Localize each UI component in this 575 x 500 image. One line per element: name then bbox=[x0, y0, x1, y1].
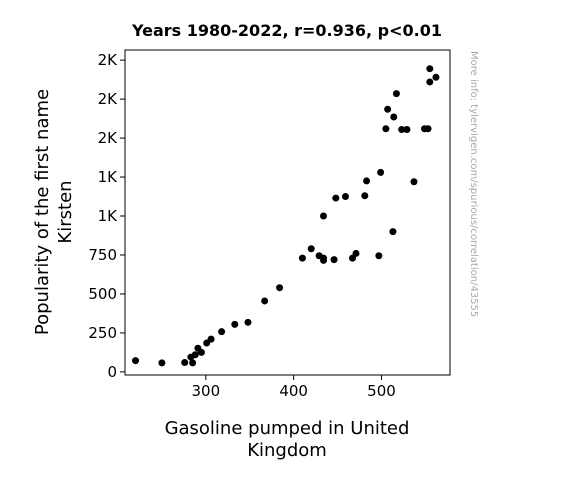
data-point bbox=[197, 348, 205, 356]
source-watermark: More info: tylervigen.com/spurious/corre… bbox=[468, 51, 479, 317]
x-tick-label: 500 bbox=[367, 382, 396, 400]
data-point bbox=[189, 359, 197, 367]
data-point bbox=[132, 357, 140, 365]
data-point bbox=[375, 252, 383, 260]
data-point bbox=[332, 194, 340, 202]
y-tick-label: 2K bbox=[98, 90, 119, 108]
y-axis-ticks: 0 250 500 750 1K 1K 2K 2K 2K bbox=[88, 51, 125, 381]
data-point bbox=[426, 65, 434, 73]
data-point bbox=[218, 328, 226, 336]
data-point bbox=[231, 320, 239, 328]
data-point bbox=[307, 245, 315, 253]
data-point bbox=[390, 113, 398, 121]
data-point bbox=[361, 192, 369, 200]
x-tick-label: 400 bbox=[279, 382, 308, 400]
data-point bbox=[261, 297, 269, 305]
y-axis-label-line-1: Popularity of the first name bbox=[32, 89, 53, 335]
y-tick-label: 500 bbox=[88, 285, 117, 303]
data-point bbox=[363, 177, 371, 185]
data-point bbox=[158, 359, 166, 367]
data-point bbox=[403, 125, 411, 133]
data-point bbox=[191, 351, 199, 359]
data-point bbox=[298, 254, 306, 262]
data-point bbox=[341, 193, 349, 201]
data-point bbox=[432, 73, 440, 81]
x-tick-label: 300 bbox=[191, 382, 220, 400]
data-point bbox=[320, 254, 328, 262]
y-axis-label-line-2: Kirsten bbox=[55, 180, 76, 243]
y-tick-label: 2K bbox=[98, 129, 119, 147]
data-points bbox=[132, 65, 440, 367]
y-tick-label: 1K bbox=[98, 168, 119, 186]
data-point bbox=[320, 212, 328, 220]
data-point bbox=[181, 359, 189, 367]
x-axis-label-line-1: Gasoline pumped in United bbox=[165, 418, 410, 439]
data-point bbox=[424, 125, 432, 133]
data-point bbox=[377, 168, 385, 176]
x-axis-label-line-2: Kingdom bbox=[247, 440, 327, 461]
y-tick-label: 1K bbox=[98, 207, 119, 225]
data-point bbox=[330, 256, 338, 264]
chart-title: Years 1980-2022, r=0.936, p<0.01 bbox=[131, 21, 442, 40]
data-point bbox=[244, 318, 252, 326]
data-point bbox=[384, 105, 392, 113]
data-point bbox=[276, 284, 284, 292]
data-point bbox=[410, 178, 418, 186]
data-point bbox=[207, 335, 215, 343]
data-point bbox=[398, 125, 406, 133]
y-tick-label: 2K bbox=[98, 51, 119, 69]
data-point bbox=[392, 90, 400, 98]
y-tick-label: 250 bbox=[88, 324, 117, 342]
y-tick-label: 750 bbox=[88, 246, 117, 264]
y-tick-label: 0 bbox=[107, 363, 117, 381]
data-point bbox=[389, 228, 397, 236]
data-point bbox=[426, 78, 434, 86]
data-point bbox=[352, 249, 360, 257]
x-axis-ticks: 300 400 500 bbox=[191, 375, 396, 400]
data-point bbox=[382, 125, 390, 133]
plot-area-frame bbox=[124, 49, 451, 376]
